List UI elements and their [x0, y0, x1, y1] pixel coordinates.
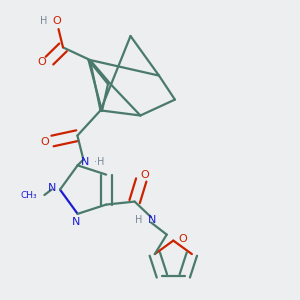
- Text: O: O: [52, 16, 62, 26]
- Text: O: O: [40, 137, 49, 147]
- Text: N: N: [148, 215, 156, 225]
- Text: N: N: [81, 157, 89, 167]
- Text: N: N: [47, 183, 56, 193]
- Text: H: H: [40, 16, 47, 26]
- Text: ·H: ·H: [94, 157, 104, 167]
- Text: O: O: [37, 57, 46, 67]
- Text: CH₃: CH₃: [21, 190, 38, 200]
- Text: O: O: [140, 169, 149, 180]
- Text: H: H: [135, 215, 142, 225]
- Text: N: N: [72, 217, 80, 227]
- Text: O: O: [178, 234, 187, 244]
